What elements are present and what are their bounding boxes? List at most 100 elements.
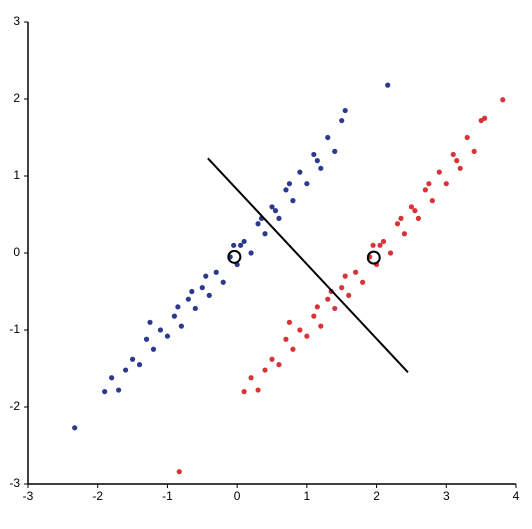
- y-tick-label: 3: [13, 14, 20, 28]
- point: [123, 367, 129, 373]
- point: [269, 356, 275, 362]
- point: [238, 242, 244, 248]
- point: [415, 215, 421, 221]
- point: [429, 198, 435, 204]
- x-tick-label: 4: [513, 489, 520, 503]
- x-tick-label: -3: [23, 489, 34, 503]
- point: [175, 304, 181, 310]
- point: [450, 151, 456, 158]
- point: [176, 469, 182, 475]
- x-tick-label: 2: [373, 489, 380, 503]
- point: [408, 204, 415, 210]
- point: [157, 327, 164, 333]
- point: [422, 187, 428, 193]
- point: [143, 336, 150, 342]
- point: [339, 117, 345, 124]
- point: [116, 387, 122, 393]
- point: [283, 187, 289, 193]
- point: [272, 208, 279, 214]
- point: [314, 304, 320, 310]
- point: [136, 362, 143, 368]
- point: [248, 250, 254, 256]
- x-tick-label: -2: [92, 489, 103, 503]
- x-tick-label: -1: [162, 489, 173, 503]
- x-tick-label: 0: [234, 489, 241, 503]
- point: [304, 181, 310, 187]
- point: [339, 285, 345, 291]
- point: [314, 158, 320, 164]
- cluster-center: [366, 250, 381, 265]
- point: [482, 115, 488, 121]
- point: [185, 296, 191, 302]
- point: [387, 250, 394, 256]
- point: [464, 134, 470, 141]
- point: [385, 82, 391, 88]
- point: [297, 169, 303, 175]
- point: [412, 208, 418, 214]
- point: [171, 313, 177, 319]
- point: [269, 204, 275, 210]
- point: [426, 181, 432, 187]
- point: [500, 97, 506, 103]
- point: [318, 323, 324, 329]
- cluster-center: [227, 249, 242, 264]
- point: [178, 323, 184, 329]
- x-tick-label: 3: [443, 489, 450, 503]
- point: [231, 242, 237, 248]
- y-tick-label: -1: [9, 322, 20, 336]
- point: [332, 148, 338, 154]
- point: [346, 292, 352, 298]
- point: [290, 198, 296, 204]
- y-tick-label: 0: [13, 245, 20, 259]
- point: [150, 346, 157, 352]
- point: [248, 375, 254, 381]
- point: [255, 387, 261, 393]
- point: [332, 305, 338, 312]
- point: [72, 425, 78, 431]
- point: [353, 269, 359, 275]
- divider-line: [207, 157, 409, 374]
- point: [241, 389, 247, 395]
- point: [199, 285, 205, 291]
- point: [241, 238, 247, 245]
- point: [454, 158, 460, 164]
- point: [311, 313, 317, 319]
- x-tick-label: 1: [304, 489, 311, 503]
- point: [129, 356, 136, 362]
- point: [276, 362, 282, 368]
- point: [325, 134, 331, 141]
- point: [220, 279, 226, 285]
- point: [318, 165, 324, 171]
- point: [436, 169, 442, 175]
- point: [147, 319, 153, 325]
- point: [370, 242, 376, 248]
- point: [203, 273, 209, 279]
- y-tick-label: 1: [13, 168, 20, 182]
- point: [290, 346, 296, 352]
- point: [286, 181, 293, 187]
- point: [213, 269, 219, 275]
- point: [342, 273, 348, 279]
- point: [192, 305, 198, 312]
- point: [443, 181, 449, 187]
- point: [255, 221, 261, 227]
- point: [394, 221, 401, 227]
- point: [286, 319, 293, 325]
- point: [380, 238, 387, 245]
- point: [283, 336, 289, 342]
- point: [297, 327, 303, 333]
- point: [276, 215, 282, 221]
- point: [401, 231, 408, 237]
- point: [206, 292, 212, 298]
- point: [457, 165, 463, 171]
- point: [377, 242, 383, 248]
- point: [398, 215, 404, 221]
- point: [311, 151, 317, 158]
- point: [262, 231, 268, 237]
- point: [471, 148, 477, 154]
- point: [325, 296, 331, 302]
- y-tick-label: -3: [9, 476, 20, 490]
- point: [102, 389, 108, 395]
- y-tick-label: -2: [9, 399, 20, 413]
